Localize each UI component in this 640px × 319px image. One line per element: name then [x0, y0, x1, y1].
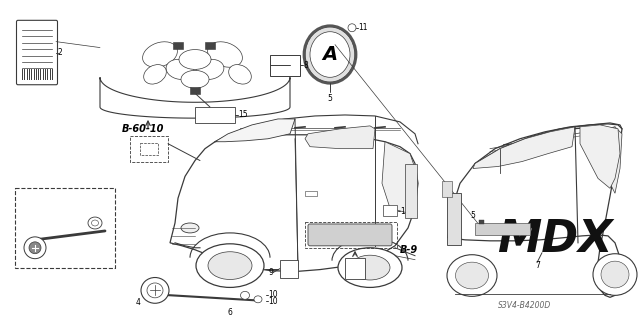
Text: 1: 1 — [400, 207, 404, 216]
Bar — [190, 87, 200, 94]
Text: 10: 10 — [268, 290, 278, 299]
Polygon shape — [305, 126, 375, 149]
Text: 8: 8 — [303, 61, 308, 70]
Text: 4: 4 — [135, 298, 140, 307]
Ellipse shape — [166, 59, 194, 79]
FancyBboxPatch shape — [15, 188, 115, 268]
Polygon shape — [598, 127, 622, 193]
Ellipse shape — [338, 248, 402, 287]
Bar — [442, 182, 452, 197]
Bar — [479, 220, 484, 224]
Text: 15: 15 — [238, 110, 248, 120]
Ellipse shape — [196, 59, 224, 79]
Ellipse shape — [92, 220, 99, 226]
Ellipse shape — [29, 242, 41, 254]
FancyBboxPatch shape — [308, 224, 392, 246]
Ellipse shape — [456, 262, 488, 289]
Ellipse shape — [310, 32, 350, 77]
Bar — [383, 205, 397, 216]
Bar — [447, 193, 461, 245]
Ellipse shape — [593, 254, 637, 295]
Bar — [475, 223, 530, 235]
Ellipse shape — [305, 27, 355, 82]
Ellipse shape — [350, 255, 390, 280]
Ellipse shape — [181, 70, 209, 88]
Polygon shape — [170, 135, 418, 271]
FancyBboxPatch shape — [17, 20, 58, 85]
Text: 11: 11 — [358, 23, 367, 32]
Polygon shape — [382, 142, 415, 213]
Bar — [205, 41, 215, 48]
Bar — [345, 258, 365, 279]
Ellipse shape — [228, 64, 252, 84]
Polygon shape — [473, 127, 575, 168]
Ellipse shape — [207, 42, 243, 67]
Text: 14: 14 — [88, 204, 98, 214]
Text: 5: 5 — [328, 94, 332, 103]
Polygon shape — [580, 125, 620, 188]
Ellipse shape — [447, 255, 497, 296]
Text: 13: 13 — [18, 194, 28, 203]
Ellipse shape — [601, 261, 629, 288]
Ellipse shape — [147, 283, 163, 298]
Text: S3V4-B4200D: S3V4-B4200D — [498, 301, 551, 310]
Bar — [305, 191, 317, 196]
Ellipse shape — [208, 252, 252, 279]
Text: B-60-10: B-60-10 — [122, 124, 164, 134]
Text: 2: 2 — [58, 48, 63, 57]
Bar — [195, 107, 235, 123]
Polygon shape — [215, 119, 295, 142]
Ellipse shape — [24, 237, 46, 259]
Text: ACURA: ACURA — [332, 230, 369, 240]
Polygon shape — [448, 124, 622, 297]
Ellipse shape — [196, 244, 264, 287]
Text: A: A — [323, 45, 337, 64]
Text: 3: 3 — [368, 264, 373, 273]
FancyBboxPatch shape — [130, 136, 168, 161]
Ellipse shape — [241, 291, 250, 299]
Ellipse shape — [254, 296, 262, 303]
Polygon shape — [100, 77, 290, 118]
Ellipse shape — [179, 49, 211, 69]
Ellipse shape — [143, 64, 166, 84]
Bar — [173, 41, 183, 48]
Bar — [405, 164, 417, 218]
Text: 5: 5 — [470, 211, 475, 220]
Text: B-9: B-9 — [400, 245, 418, 255]
Text: 7: 7 — [535, 261, 540, 270]
Ellipse shape — [141, 278, 169, 303]
Circle shape — [348, 24, 356, 32]
Text: MDX: MDX — [497, 218, 612, 261]
Ellipse shape — [88, 217, 102, 229]
Bar — [280, 260, 298, 278]
Text: 9: 9 — [268, 268, 273, 277]
Text: 10: 10 — [268, 297, 278, 306]
Ellipse shape — [181, 223, 199, 233]
Text: 12: 12 — [18, 251, 28, 260]
Text: 6: 6 — [228, 308, 233, 317]
Bar — [140, 143, 158, 155]
Bar — [270, 55, 300, 76]
Ellipse shape — [143, 42, 177, 67]
